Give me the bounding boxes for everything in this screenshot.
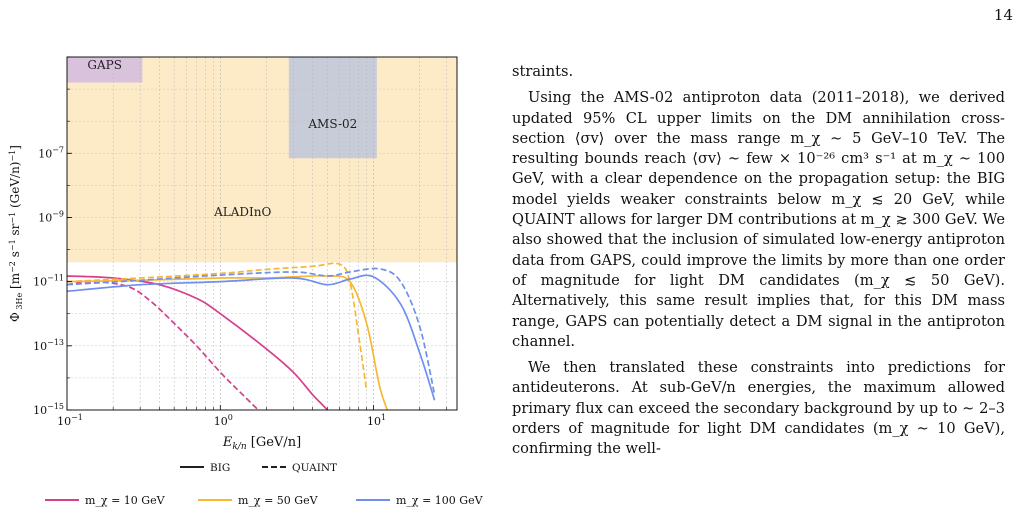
text-column: straints. Using the AMS-02 antiproton da…: [512, 62, 1005, 460]
legend-label-big: BIG: [210, 462, 230, 474]
region-label-ams-02: AMS-02: [307, 117, 357, 131]
y-axis-label: Φ 3He [m−2 s−1 sr−1 (GeV/n)−1]: [8, 145, 24, 322]
series-line-4: [67, 274, 436, 401]
region-gaps: [67, 57, 143, 83]
figure: 10−1 100 101 10−15 10−13 10−11 10−9 10−7 Ek/n [G…: [8, 56, 484, 507]
x-tick-label: 10−1: [57, 413, 83, 428]
legend-entry-2: m_χ = 100 GeV: [396, 494, 484, 507]
x-tick-label: 101: [367, 413, 386, 428]
region-label-aladino: ALADInO: [213, 205, 271, 219]
series-line-0: [67, 275, 329, 410]
y-tick-label: 10−15: [33, 402, 64, 417]
y-tick-label: 10−11: [33, 274, 64, 289]
y-tick-label: 10−9: [38, 209, 64, 224]
paragraph-0: straints.: [512, 63, 574, 80]
legend-entry-1: m_χ = 50 GeV: [238, 494, 319, 507]
x-tick-label: 100: [214, 413, 233, 428]
paragraph-2: We then translated these constraints int…: [512, 359, 1005, 458]
paragraph-1: Using the AMS-02 antiproton data (2011–2…: [512, 89, 1005, 350]
grid-layer: [67, 57, 457, 410]
series-line-5: [67, 267, 436, 395]
y-tick-label: 10−13: [33, 338, 64, 353]
series-line-1: [67, 280, 260, 410]
series-line-2: [67, 274, 389, 410]
region-aladino: [67, 57, 457, 263]
x-axis-label: Ek/n [GeV/n]: [222, 435, 301, 452]
legend-label-quaint: QUAINT: [292, 462, 337, 474]
axes-layer: 10−1 100 101 10−15 10−13 10−11 10−9 10−7 Ek/n [G…: [8, 56, 448, 452]
svg-text:Φ 3He [m−2 s−1 sr−1 (GeV/n)−1]: Φ 3He [m−2 s−1 sr−1 (GeV/n)−1]: [8, 145, 24, 322]
regions-layer: [67, 57, 457, 263]
series-line-3: [67, 262, 368, 391]
page-number: 14: [993, 6, 1013, 24]
legend: BIG QUAINT m_χ = 10 GeV m_χ = 50 GeV m_χ = 1…: [45, 462, 484, 507]
region-ams-02: [288, 57, 377, 159]
region-label-gaps: GAPS: [87, 58, 122, 72]
y-tick-label: 10−7: [38, 145, 64, 160]
plot-frame: [66, 56, 458, 411]
legend-entry-0: m_χ = 10 GeV: [85, 494, 166, 507]
series-layer: [67, 262, 436, 410]
